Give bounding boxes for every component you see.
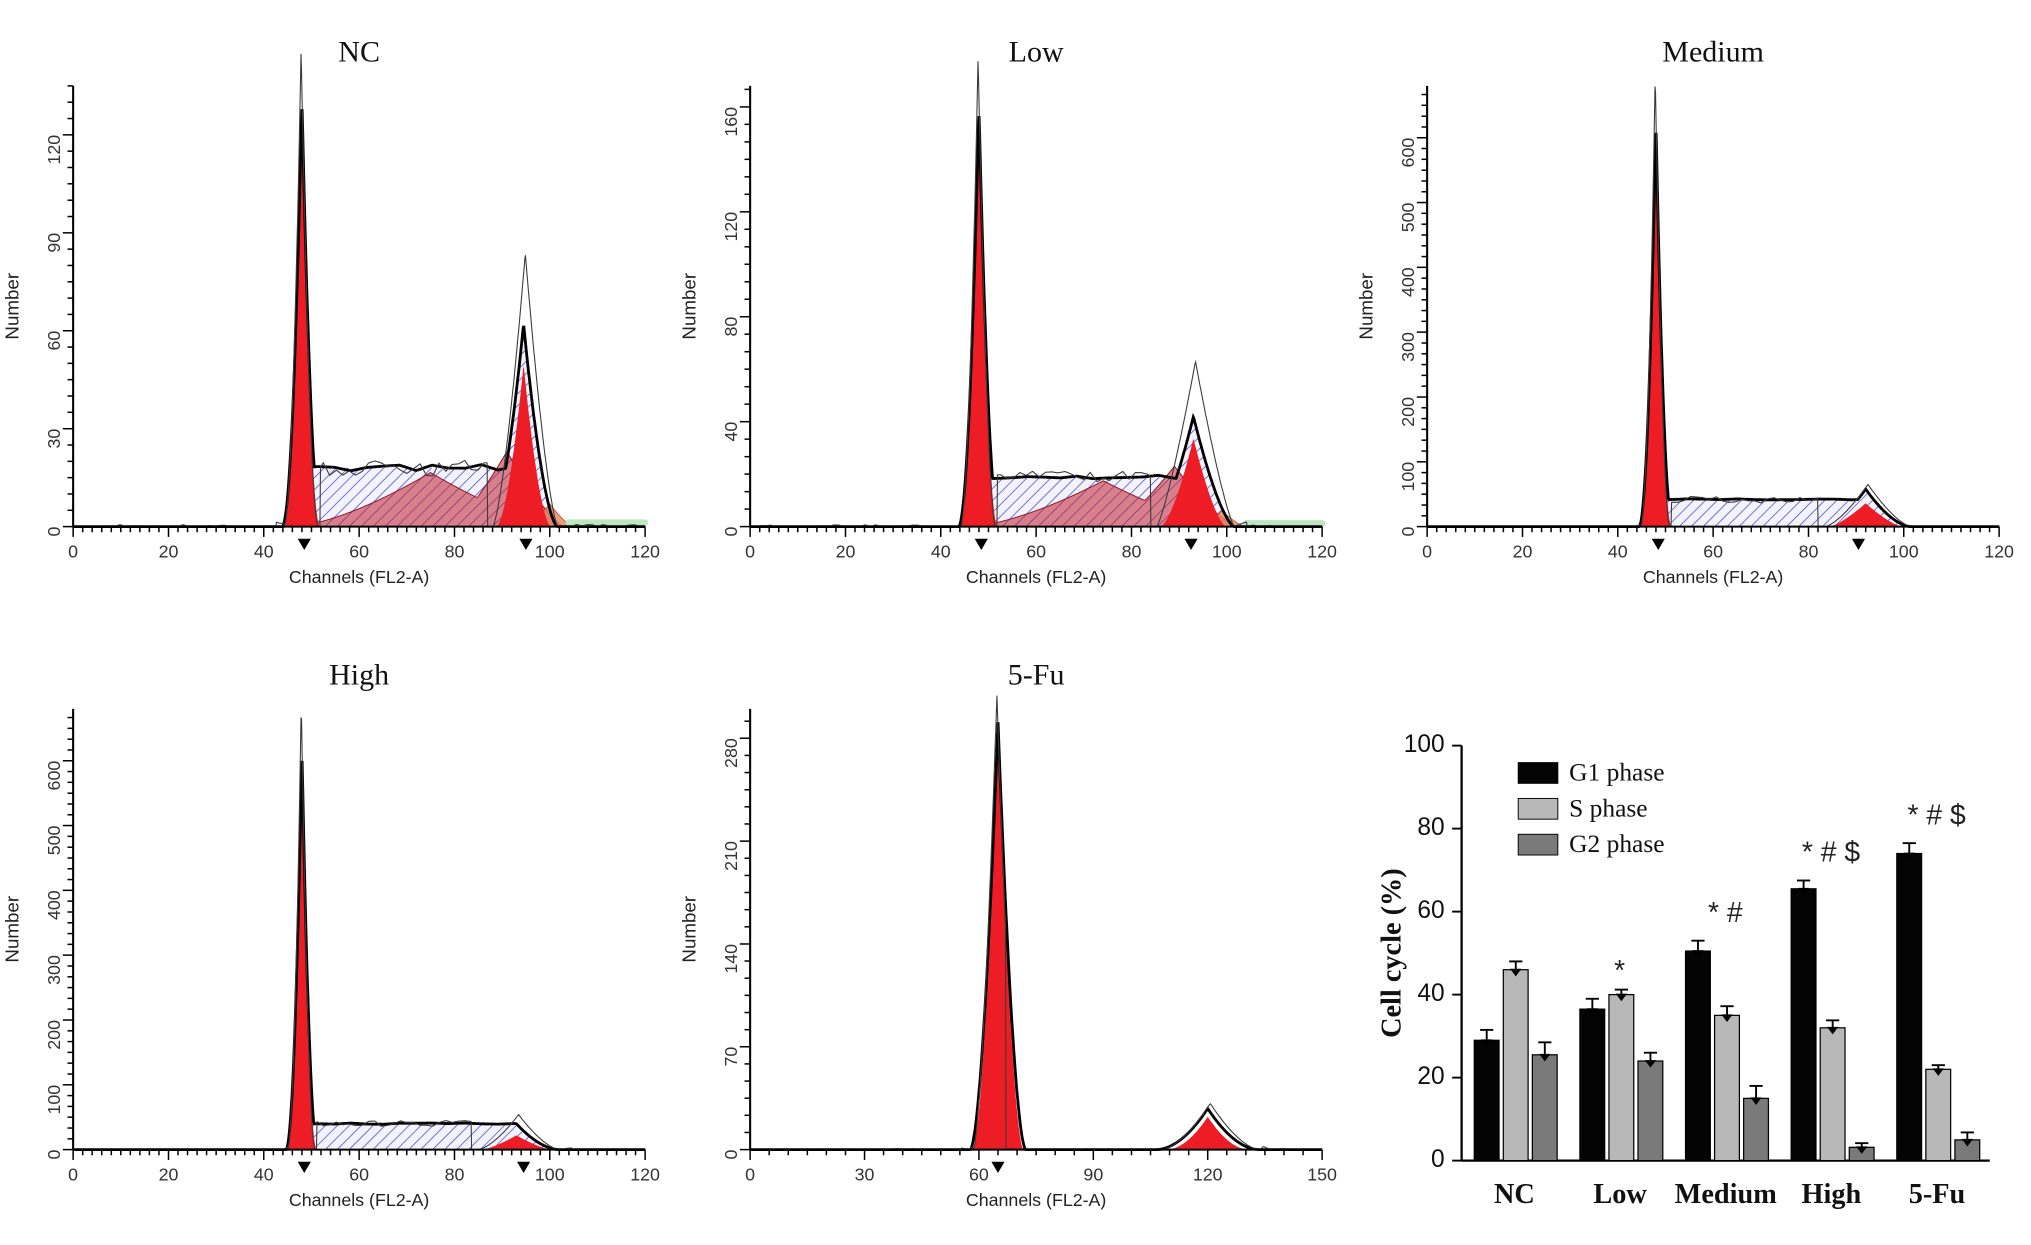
svg-text:40: 40 (721, 422, 741, 442)
svg-text:20: 20 (836, 542, 856, 562)
svg-text:5-Fu: 5-Fu (1008, 658, 1065, 691)
svg-text:30: 30 (855, 1164, 875, 1184)
svg-text:60: 60 (1026, 542, 1046, 562)
svg-text:100: 100 (1398, 462, 1418, 492)
svg-text:80: 80 (445, 1164, 465, 1184)
svg-text:Channels (FL2-A): Channels (FL2-A) (289, 567, 429, 587)
svg-text:40: 40 (931, 542, 951, 562)
svg-text:150: 150 (1307, 1164, 1337, 1184)
svg-text:High: High (329, 658, 389, 691)
svg-text:0: 0 (721, 527, 741, 537)
svg-text:Channels (FL2-A): Channels (FL2-A) (1643, 567, 1783, 587)
svg-text:60: 60 (349, 1164, 369, 1184)
svg-text:80: 80 (721, 317, 741, 337)
svg-text:140: 140 (721, 944, 741, 974)
svg-text:0: 0 (44, 527, 64, 537)
svg-text:300: 300 (44, 955, 64, 985)
svg-text:120: 120 (721, 212, 741, 242)
svg-text:Number: Number (2, 273, 23, 340)
svg-text:80: 80 (1799, 542, 1819, 562)
svg-text:120: 120 (1307, 542, 1337, 562)
svg-text:G2 phase: G2 phase (1569, 829, 1664, 858)
svg-text:90: 90 (1083, 1164, 1103, 1184)
svg-text:Number: Number (1356, 273, 1377, 340)
svg-text:S phase: S phase (1569, 793, 1647, 822)
svg-text:Channels (FL2-A): Channels (FL2-A) (289, 1190, 429, 1210)
svg-text:100: 100 (1404, 731, 1445, 758)
svg-text:20: 20 (159, 1164, 179, 1184)
svg-text:0: 0 (745, 542, 755, 562)
svg-text:Number: Number (679, 273, 700, 340)
svg-text:100: 100 (535, 1164, 565, 1184)
svg-text:300: 300 (1398, 332, 1418, 362)
svg-text:100: 100 (1889, 542, 1919, 562)
svg-text:160: 160 (721, 107, 741, 137)
svg-text:120: 120 (44, 135, 64, 165)
svg-text:120: 120 (630, 542, 660, 562)
svg-text:0: 0 (44, 1149, 64, 1159)
svg-text:100: 100 (535, 542, 565, 562)
svg-text:210: 210 (721, 841, 741, 871)
svg-text:0: 0 (68, 542, 78, 562)
svg-text:Low: Low (1009, 36, 1064, 69)
svg-text:Low: Low (1593, 1179, 1647, 1210)
svg-text:40: 40 (254, 542, 274, 562)
svg-text:80: 80 (1122, 542, 1142, 562)
svg-text:0: 0 (68, 1164, 78, 1184)
svg-text:Channels (FL2-A): Channels (FL2-A) (966, 1190, 1106, 1210)
svg-text:NC: NC (1494, 1179, 1535, 1210)
svg-text:Channels (FL2-A): Channels (FL2-A) (966, 567, 1106, 587)
svg-text:Number: Number (2, 896, 23, 963)
svg-text:20: 20 (1513, 542, 1533, 562)
svg-text:40: 40 (1608, 542, 1628, 562)
svg-text:600: 600 (1398, 138, 1418, 168)
svg-text:60: 60 (1417, 897, 1444, 924)
svg-text:60: 60 (1703, 542, 1723, 562)
svg-text:120: 120 (1984, 542, 2014, 562)
svg-text:* # $: * # $ (1802, 835, 1860, 867)
svg-text:120: 120 (630, 1164, 660, 1184)
svg-text:40: 40 (254, 1164, 274, 1184)
svg-text:0: 0 (1431, 1146, 1445, 1173)
svg-text:280: 280 (721, 738, 741, 768)
svg-text:High: High (1801, 1179, 1861, 1210)
svg-text:80: 80 (1417, 814, 1444, 841)
svg-text:60: 60 (44, 331, 64, 351)
svg-text:90: 90 (44, 233, 64, 253)
svg-text:400: 400 (1398, 268, 1418, 298)
svg-text:* #: * # (1708, 895, 1743, 927)
svg-text:20: 20 (159, 542, 179, 562)
svg-text:200: 200 (44, 1020, 64, 1050)
svg-text:100: 100 (44, 1085, 64, 1115)
svg-text:120: 120 (1193, 1164, 1223, 1184)
svg-text:0: 0 (1398, 527, 1418, 537)
svg-text:0: 0 (1422, 542, 1432, 562)
svg-text:40: 40 (1417, 980, 1444, 1007)
svg-text:* # $: * # $ (1907, 798, 1965, 830)
svg-text:0: 0 (745, 1164, 755, 1184)
svg-text:200: 200 (1398, 397, 1418, 427)
svg-text:5-Fu: 5-Fu (1908, 1179, 1965, 1210)
svg-text:500: 500 (44, 825, 64, 855)
svg-text:NC: NC (338, 36, 380, 69)
svg-text:100: 100 (1212, 542, 1242, 562)
svg-text:600: 600 (44, 760, 64, 790)
svg-text:60: 60 (969, 1164, 989, 1184)
svg-text:0: 0 (721, 1149, 741, 1159)
svg-text:70: 70 (721, 1046, 741, 1066)
svg-text:Medium: Medium (1674, 1179, 1777, 1210)
svg-text:30: 30 (44, 429, 64, 449)
svg-text:G1 phase: G1 phase (1569, 757, 1664, 786)
svg-text:Medium: Medium (1662, 36, 1764, 69)
svg-text:20: 20 (1417, 1063, 1444, 1090)
svg-text:Cell cycle (%): Cell cycle (%) (1376, 868, 1407, 1038)
svg-text:80: 80 (445, 542, 465, 562)
svg-text:Number: Number (679, 896, 700, 963)
svg-text:400: 400 (44, 890, 64, 920)
svg-text:60: 60 (349, 542, 369, 562)
svg-text:*: * (1614, 953, 1625, 985)
svg-text:500: 500 (1398, 203, 1418, 233)
